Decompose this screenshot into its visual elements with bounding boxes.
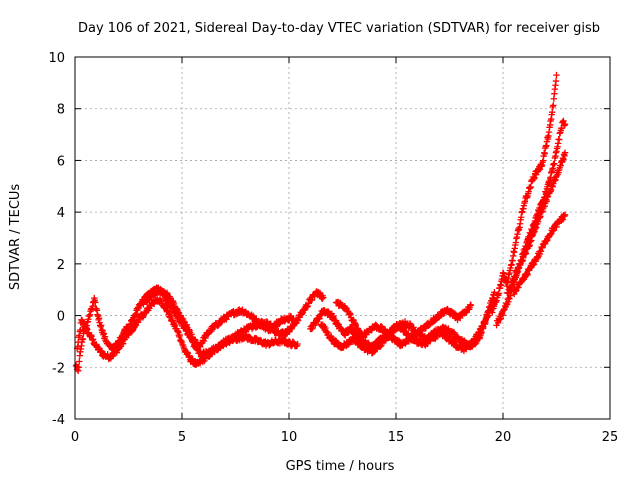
y-tick-label: 4 <box>57 206 65 221</box>
y-tick-label: -2 <box>52 361 65 376</box>
data-point <box>491 289 498 296</box>
data-marks <box>72 71 569 374</box>
series-satellite-track-j <box>510 211 569 298</box>
x-tick-label: 25 <box>602 430 619 445</box>
data-point <box>541 150 548 158</box>
data-point <box>76 358 83 365</box>
y-tick-label: 6 <box>57 154 65 169</box>
data-point <box>290 314 297 322</box>
data-point <box>555 136 563 143</box>
data-point <box>549 109 556 116</box>
x-axis-label: GPS time / hours <box>286 459 395 474</box>
y-axis-label: SDTVAR / TECUs <box>8 184 23 291</box>
data-point <box>508 282 516 289</box>
data-point <box>552 77 560 85</box>
tick-layer: 0 5 10 15 20 25 -4 -2 0 2 4 6 8 10 <box>48 51 618 445</box>
y-tick-label: 10 <box>48 51 65 66</box>
x-tick-label: 0 <box>71 430 79 445</box>
y-tick-label: 8 <box>57 103 65 118</box>
data-point <box>561 121 569 128</box>
data-point <box>75 364 82 371</box>
plot-frame <box>74 56 611 420</box>
series-satellite-track-i <box>504 149 569 297</box>
data-point <box>294 340 301 348</box>
chart-title: Day 106 of 2021, Sidereal Day-to-day VTE… <box>78 21 600 36</box>
data-point <box>92 299 99 306</box>
x-tick-label: 10 <box>281 430 298 445</box>
series-satellite-track-c <box>140 284 301 360</box>
data-point <box>495 290 502 297</box>
series-satellite-track-g <box>489 71 560 316</box>
series-satellite-track-h <box>493 117 569 329</box>
data-point <box>561 149 569 156</box>
data-point <box>467 302 475 309</box>
data-point <box>527 183 535 191</box>
data-point <box>553 71 560 79</box>
y-tick-label: 0 <box>57 310 65 325</box>
y-tick-label: -4 <box>52 413 65 428</box>
data-point <box>320 294 327 301</box>
data-point <box>561 211 569 218</box>
data-point <box>79 335 87 343</box>
x-tick-label: 5 <box>178 430 186 445</box>
x-tick-label: 15 <box>388 430 405 445</box>
data-point <box>550 102 557 109</box>
data-point <box>551 160 558 167</box>
x-tick-label: 20 <box>495 430 512 445</box>
y-tick-label: 2 <box>57 258 65 273</box>
series-satellite-track-f <box>332 298 475 350</box>
